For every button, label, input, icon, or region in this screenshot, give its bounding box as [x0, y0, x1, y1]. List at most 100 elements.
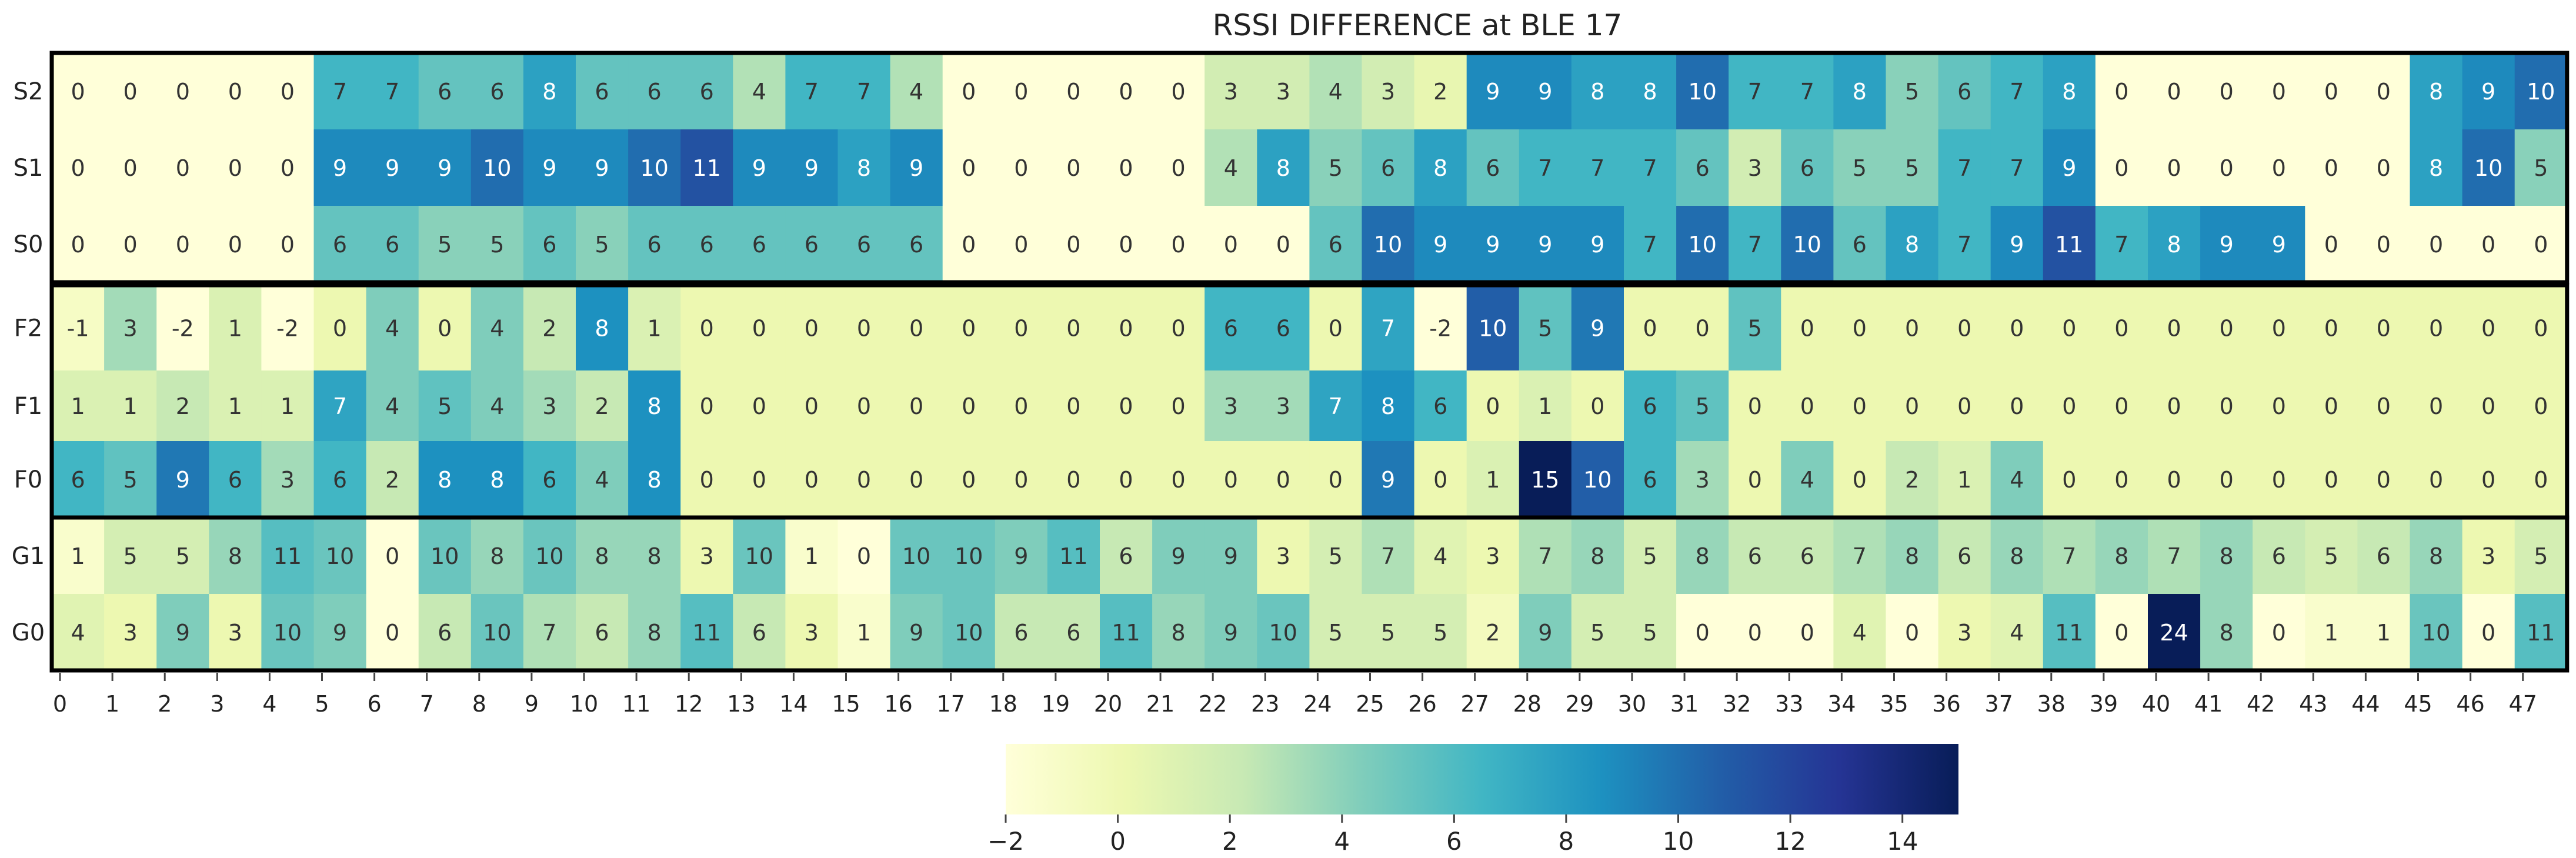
- heatmap-cell: [785, 594, 839, 670]
- cell-value-label: 0: [2324, 393, 2338, 419]
- heatmap-cell: [156, 285, 209, 370]
- cell-value-label: 6: [805, 232, 819, 258]
- heatmap-cell: [1676, 206, 1729, 282]
- heatmap-cell: [1781, 594, 1834, 670]
- heatmap-cell: [1624, 594, 1677, 670]
- group-frame: [49, 51, 2570, 285]
- heatmap-cell: [890, 594, 943, 670]
- cell-value-label: 10: [1689, 232, 1717, 258]
- cell-value-label: 4: [2010, 467, 2024, 493]
- heatmap-cell: [1309, 370, 1363, 441]
- heatmap-cell: [2200, 594, 2253, 670]
- cell-value-label: 0: [1696, 620, 1710, 646]
- cell-value-label: 0: [2114, 393, 2128, 419]
- heatmap-cell: [1100, 129, 1153, 206]
- heatmap-cell: [418, 594, 472, 670]
- heatmap-cell: [1938, 518, 1991, 594]
- heatmap-cell: [261, 206, 315, 282]
- cell-value-label: 7: [2062, 543, 2076, 569]
- heatmap-cell: [1990, 285, 2044, 370]
- cell-value-label: 9: [1172, 543, 1186, 569]
- cell-value-label: 7: [1748, 79, 1762, 105]
- cell-value-label: 0: [2429, 316, 2443, 342]
- cell-value-label: 0: [2114, 79, 2128, 105]
- x-tick-label: 23: [1251, 691, 1279, 717]
- heatmap-cell: [1571, 285, 1624, 370]
- cell-value-label: 0: [2377, 79, 2391, 105]
- heatmap-cell: [1990, 129, 2044, 206]
- heatmap-cell: [1624, 206, 1677, 282]
- heatmap-cell: [418, 518, 472, 594]
- heatmap-cell: [261, 441, 315, 518]
- cell-value-label: 0: [1014, 79, 1028, 105]
- cell-value-label: 3: [1224, 393, 1238, 419]
- heatmap-cell: [1990, 518, 2044, 594]
- cell-value-label: 9: [176, 467, 190, 493]
- cell-value-label: 6: [648, 79, 662, 105]
- cell-value-label: 5: [1329, 543, 1343, 569]
- cell-value-label: 5: [1590, 620, 1604, 646]
- cell-value-label: 0: [281, 79, 295, 105]
- heatmap-cell: [1571, 441, 1624, 518]
- heatmap-cell: [1152, 285, 1205, 370]
- cell-value-label: 0: [1957, 316, 1971, 342]
- cell-value-label: 0: [2377, 393, 2391, 419]
- cell-value-label: 0: [1066, 467, 1080, 493]
- cell-value-label: 0: [1014, 232, 1028, 258]
- heatmap-cell: [628, 518, 681, 594]
- heatmap-cell: [1309, 206, 1363, 282]
- heatmap-cell: [523, 129, 576, 206]
- cell-value-label: 0: [228, 79, 242, 105]
- cell-value-label: 1: [648, 316, 662, 342]
- colorbar-tick-label: 6: [1446, 827, 1462, 856]
- cell-value-label: 5: [176, 543, 190, 569]
- heatmap-cell: [209, 594, 262, 670]
- cell-value-label: 10: [955, 620, 983, 646]
- heatmap-cell: [1571, 370, 1624, 441]
- x-tick-label: 28: [1513, 691, 1541, 717]
- cell-value-label: 10: [902, 543, 930, 569]
- y-tick-label: F0: [14, 466, 42, 493]
- x-tick-label: 46: [2456, 691, 2484, 717]
- cell-value-label: 6: [857, 232, 871, 258]
- cell-value-label: 7: [385, 79, 399, 105]
- heatmap-cell: [2148, 370, 2201, 441]
- heatmap-cell: [1624, 53, 1677, 129]
- heatmap-cell: [2200, 129, 2253, 206]
- cell-value-label: 7: [1643, 232, 1657, 258]
- heatmap-cell: [2253, 285, 2305, 370]
- cell-value-label: 5: [490, 232, 504, 258]
- heatmap-cell: [1152, 370, 1205, 441]
- cell-value-label: 7: [1381, 316, 1395, 342]
- cell-value-label: 9: [1381, 467, 1395, 493]
- cell-value-label: 10: [326, 543, 354, 569]
- cell-value-label: 0: [2534, 393, 2548, 419]
- heatmap-cell: [942, 129, 996, 206]
- heatmap-cell: [1990, 370, 2044, 441]
- cell-value-label: 6: [1957, 79, 1971, 105]
- heatmap-cell: [2200, 206, 2253, 282]
- heatmap-cell: [2148, 129, 2201, 206]
- cell-value-label: 7: [1538, 543, 1552, 569]
- x-tick-label: 35: [1880, 691, 1908, 717]
- heatmap-cell: [418, 370, 472, 441]
- heatmap-cell: [366, 206, 419, 282]
- heatmap-cell: [680, 285, 733, 370]
- heatmap-cell: [837, 285, 891, 370]
- cell-value-label: 6: [1748, 543, 1762, 569]
- heatmap-cell: [1624, 285, 1677, 370]
- heatmap-cell: [156, 129, 209, 206]
- x-tick-label: 44: [2351, 691, 2380, 717]
- heatmap-cell: [2095, 129, 2148, 206]
- cell-value-label: 7: [2010, 155, 2024, 181]
- cell-value-label: 9: [2481, 79, 2495, 105]
- heatmap-cell: [1466, 53, 1520, 129]
- cell-value-label: 0: [228, 232, 242, 258]
- cell-value-label: 1: [857, 620, 871, 646]
- heatmap-cell: [680, 53, 733, 129]
- cell-value-label: 0: [857, 316, 871, 342]
- cell-value-label: 9: [2272, 232, 2286, 258]
- cell-value-label: 0: [2272, 155, 2286, 181]
- cell-value-label: 8: [2010, 543, 2024, 569]
